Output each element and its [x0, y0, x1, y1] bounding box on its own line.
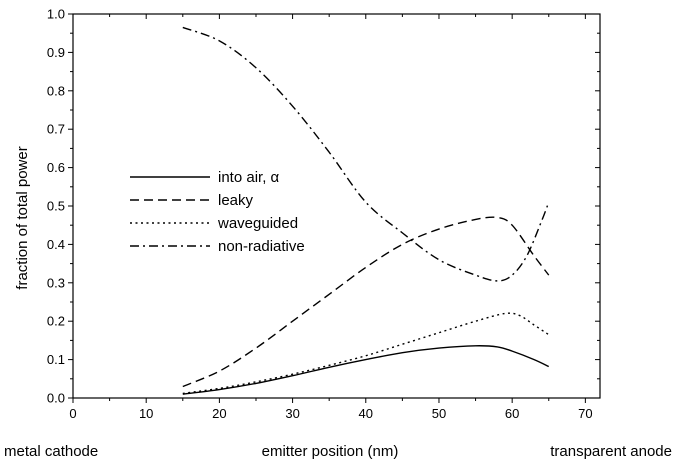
y-tick-label: 0.6 — [47, 160, 65, 175]
y-axis-title: fraction of total power — [14, 146, 31, 289]
y-tick-label: 0.0 — [47, 391, 65, 406]
series-line-leaky — [182, 216, 550, 388]
x-tick-label: 0 — [69, 406, 76, 421]
series-line-into-air — [182, 345, 550, 395]
series-lines — [182, 26, 550, 395]
legend: into air, α leaky waveguided non-radiative — [130, 169, 305, 255]
axis-ticks: 0 10 20 30 40 50 60 70 0.0 0.1 0.2 0.3 0.4 0.5 0.6 0.7 0… — [47, 7, 600, 421]
y-tick-label: 0.3 — [47, 275, 65, 290]
y-tick-label: 0.7 — [47, 122, 65, 137]
x-tick-label: 20 — [212, 406, 226, 421]
legend-label: waveguided — [217, 215, 298, 232]
x-axis-left-label: metal cathode — [4, 443, 98, 460]
y-tick-label: 0.4 — [47, 237, 65, 252]
x-tick-label: 10 — [139, 406, 153, 421]
plot-border — [72, 13, 601, 399]
y-tick-label: 0.2 — [47, 314, 65, 329]
x-tick-label: 70 — [578, 406, 592, 421]
x-axis-title: emitter position (nm) — [262, 443, 399, 460]
y-tick-label: 0.1 — [47, 352, 65, 367]
legend-label: leaky — [218, 192, 254, 209]
y-tick-label: 0.8 — [47, 83, 65, 98]
series-line-non-radiative — [182, 26, 550, 282]
series-line-waveguided — [182, 312, 550, 395]
legend-label: into air, α — [218, 169, 280, 186]
x-axis-right-label: transparent anode — [550, 443, 672, 460]
x-tick-label: 50 — [432, 406, 446, 421]
x-tick-label: 40 — [359, 406, 373, 421]
y-tick-label: 0.9 — [47, 45, 65, 60]
plot-frame — [72, 13, 601, 399]
y-tick-label: 1.0 — [47, 7, 65, 22]
y-tick-label: 0.5 — [47, 199, 65, 214]
legend-label: non-radiative — [218, 238, 305, 255]
x-tick-label: 60 — [505, 406, 519, 421]
x-tick-label: 30 — [285, 406, 299, 421]
